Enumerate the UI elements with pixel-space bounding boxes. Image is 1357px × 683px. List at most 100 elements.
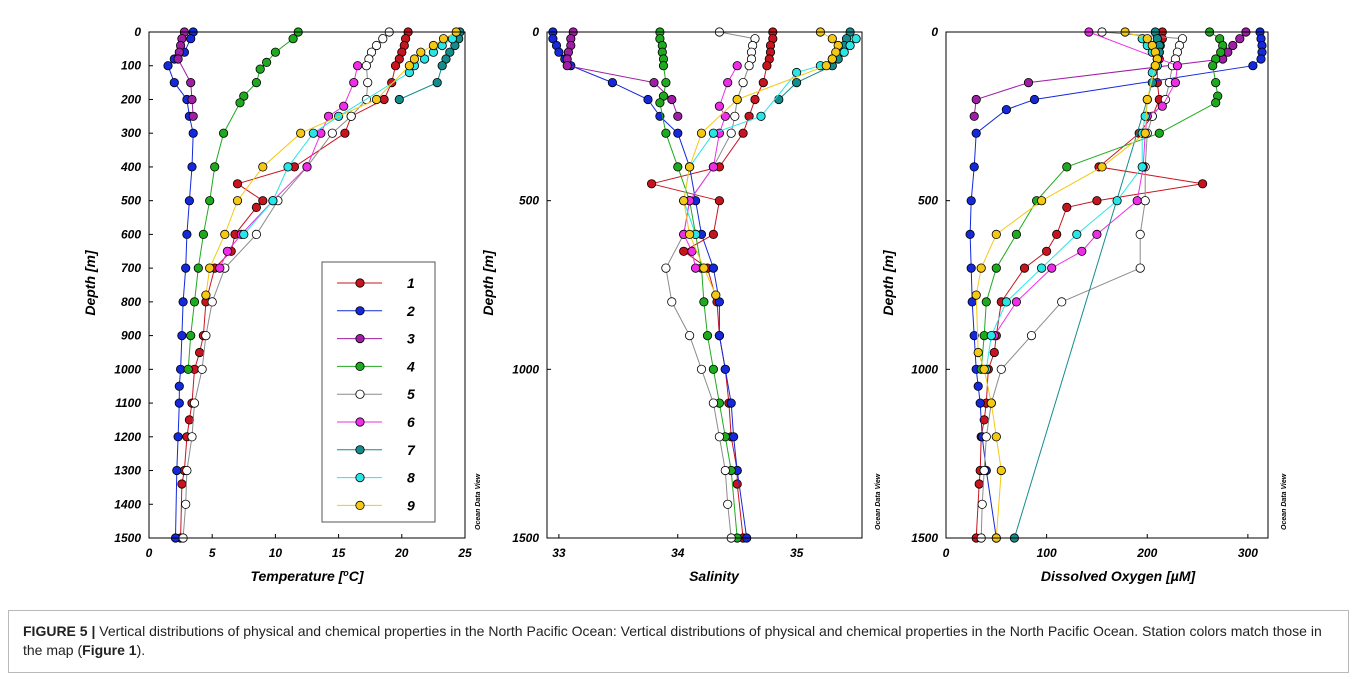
series-line-4	[659, 32, 738, 539]
data-point-4	[261, 57, 272, 68]
data-point-8	[268, 196, 278, 206]
data-point-6	[339, 101, 349, 111]
data-point-6	[302, 162, 312, 172]
data-point-5	[744, 61, 754, 71]
data-point-5	[723, 499, 733, 509]
data-point-4	[288, 34, 298, 44]
data-point-9	[684, 229, 695, 239]
x-tick-label: 20	[394, 546, 409, 560]
y-tick-label: 800	[121, 295, 141, 309]
data-point-4	[193, 263, 203, 273]
legend-entry-7: 7	[337, 442, 416, 458]
data-point-2	[188, 128, 198, 138]
series-1	[971, 27, 1208, 543]
data-point-2	[174, 398, 184, 408]
data-point-6	[1157, 101, 1167, 111]
data-point-8	[1072, 229, 1082, 239]
data-point-9	[821, 61, 831, 71]
data-point-1	[732, 479, 742, 489]
temperature-plot-frame	[148, 31, 466, 539]
salinity-panel: Depth [m] 0 500 1000 1500 33 34 35 Salinity O…	[480, 25, 882, 584]
data-point-9	[1097, 162, 1107, 172]
data-point-5	[696, 364, 707, 374]
data-point-4	[186, 330, 196, 341]
salinity-y-ticks: 0 500 1000 1500	[512, 25, 551, 545]
y-tick-label: 500	[121, 194, 141, 208]
data-point-1	[762, 61, 772, 71]
y-tick-label: 400	[120, 160, 141, 174]
data-point-1	[738, 128, 748, 138]
data-point-7	[432, 78, 442, 88]
caption-text: Vertical distributions of physical and c…	[23, 623, 1322, 658]
data-point-9	[1037, 196, 1047, 206]
data-point-6	[352, 61, 363, 71]
data-point-9	[428, 40, 438, 51]
legend-marker	[355, 389, 365, 399]
y-tick-label: 0	[931, 25, 938, 39]
data-point-9	[416, 47, 426, 57]
legend-entry-6: 6	[337, 414, 415, 430]
salinity-y-axis-title: Depth [m]	[480, 249, 496, 316]
y-tick-label: 1500	[512, 531, 539, 545]
x-tick-label: 0	[146, 546, 153, 560]
data-point-9	[696, 128, 707, 138]
oxygen-series	[965, 27, 1267, 543]
data-point-9	[976, 263, 986, 273]
data-point-6	[687, 246, 697, 256]
caption-text-end: ).	[136, 642, 146, 658]
caption-figure-label: FIGURE 5 |	[23, 623, 96, 639]
legend-box	[321, 261, 436, 523]
data-point-9	[1140, 128, 1150, 138]
y-tick-label: 0	[532, 25, 539, 39]
data-point-3	[188, 111, 198, 121]
data-point-4	[708, 364, 719, 374]
series-9	[201, 27, 461, 300]
data-point-9	[991, 229, 1001, 239]
legend-marker	[355, 278, 365, 288]
caption-figure-ref[interactable]: Figure 1	[82, 642, 137, 658]
data-point-2	[969, 330, 979, 341]
data-point-2	[643, 94, 653, 105]
series-5	[661, 27, 760, 543]
data-point-1	[184, 415, 194, 425]
data-point-2	[965, 229, 975, 239]
data-point-1	[646, 179, 657, 189]
data-point-2	[726, 398, 736, 408]
data-point-1	[1092, 196, 1102, 206]
y-tick-label: 1000	[114, 362, 141, 376]
legend-marker	[355, 445, 365, 455]
y-tick-label: 500	[519, 194, 539, 208]
y-tick-label: 300	[121, 126, 141, 140]
data-point-8	[708, 128, 719, 138]
legend-label: 6	[407, 414, 415, 430]
y-tick-label: 700	[121, 261, 141, 275]
data-point-2	[176, 364, 186, 374]
data-point-9	[827, 34, 837, 44]
data-point-7	[791, 78, 802, 88]
x-tick-label: 33	[552, 546, 566, 560]
data-point-4	[183, 364, 193, 374]
data-point-1	[989, 347, 999, 358]
data-point-4	[655, 98, 665, 108]
legend-marker	[355, 361, 365, 371]
data-point-3	[649, 78, 659, 88]
legend-label: 1	[407, 275, 415, 291]
data-point-5	[1140, 196, 1150, 206]
data-point-8	[283, 162, 293, 172]
salinity-watermark: Ocean Data View	[875, 473, 882, 530]
data-point-7	[394, 94, 404, 105]
legend-entry-2: 2	[337, 303, 415, 319]
data-point-1	[1019, 263, 1030, 273]
y-tick-label: 1200	[114, 430, 141, 444]
data-point-8	[1137, 162, 1147, 172]
temperature-x-axis-title: Temperature [oC]	[250, 568, 364, 584]
x-tick-label: 35	[790, 546, 804, 560]
data-point-5	[726, 128, 736, 138]
salinity-x-axis-title: Salinity	[689, 568, 740, 584]
series-6	[679, 61, 742, 273]
data-point-5	[346, 111, 356, 121]
data-point-2	[1256, 54, 1266, 64]
y-tick-label: 0	[134, 25, 141, 39]
series-line-6	[219, 65, 359, 269]
x-tick-label: 0	[943, 546, 950, 560]
